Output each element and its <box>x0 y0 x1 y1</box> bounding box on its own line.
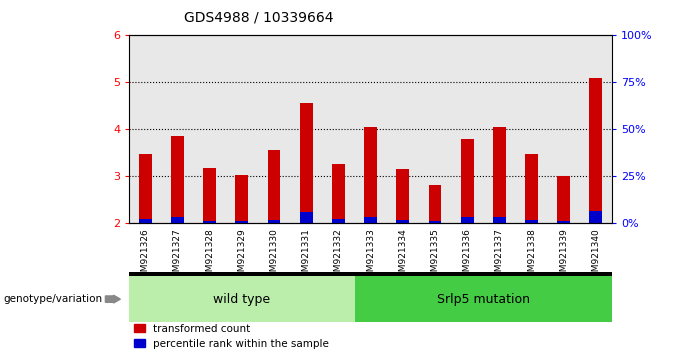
Bar <box>428 221 441 223</box>
Bar <box>558 221 570 223</box>
Bar <box>364 217 377 223</box>
Bar <box>428 185 441 223</box>
Bar <box>139 219 152 223</box>
Bar <box>203 221 216 223</box>
Text: genotype/variation: genotype/variation <box>3 294 103 304</box>
Bar <box>171 217 184 223</box>
Bar <box>300 103 313 223</box>
Bar <box>396 169 409 223</box>
Bar <box>558 176 570 223</box>
Bar <box>203 168 216 223</box>
Bar <box>493 127 506 223</box>
Bar <box>461 217 473 223</box>
Text: Srlp5 mutation: Srlp5 mutation <box>437 293 530 306</box>
Bar <box>139 154 152 223</box>
Bar <box>268 150 280 223</box>
Bar <box>493 217 506 223</box>
Text: GDS4988 / 10339664: GDS4988 / 10339664 <box>184 11 333 25</box>
Bar <box>590 78 602 223</box>
Bar <box>268 220 280 223</box>
Bar <box>332 164 345 223</box>
Bar <box>364 127 377 223</box>
Bar <box>332 219 345 223</box>
Bar <box>590 211 602 223</box>
Bar <box>171 136 184 223</box>
Bar <box>525 154 538 223</box>
Bar <box>300 212 313 223</box>
Bar <box>235 175 248 223</box>
Bar <box>461 139 473 223</box>
Text: wild type: wild type <box>214 293 271 306</box>
Legend: transformed count, percentile rank within the sample: transformed count, percentile rank withi… <box>135 324 329 349</box>
Bar <box>525 220 538 223</box>
Bar <box>396 220 409 223</box>
Bar <box>235 221 248 223</box>
